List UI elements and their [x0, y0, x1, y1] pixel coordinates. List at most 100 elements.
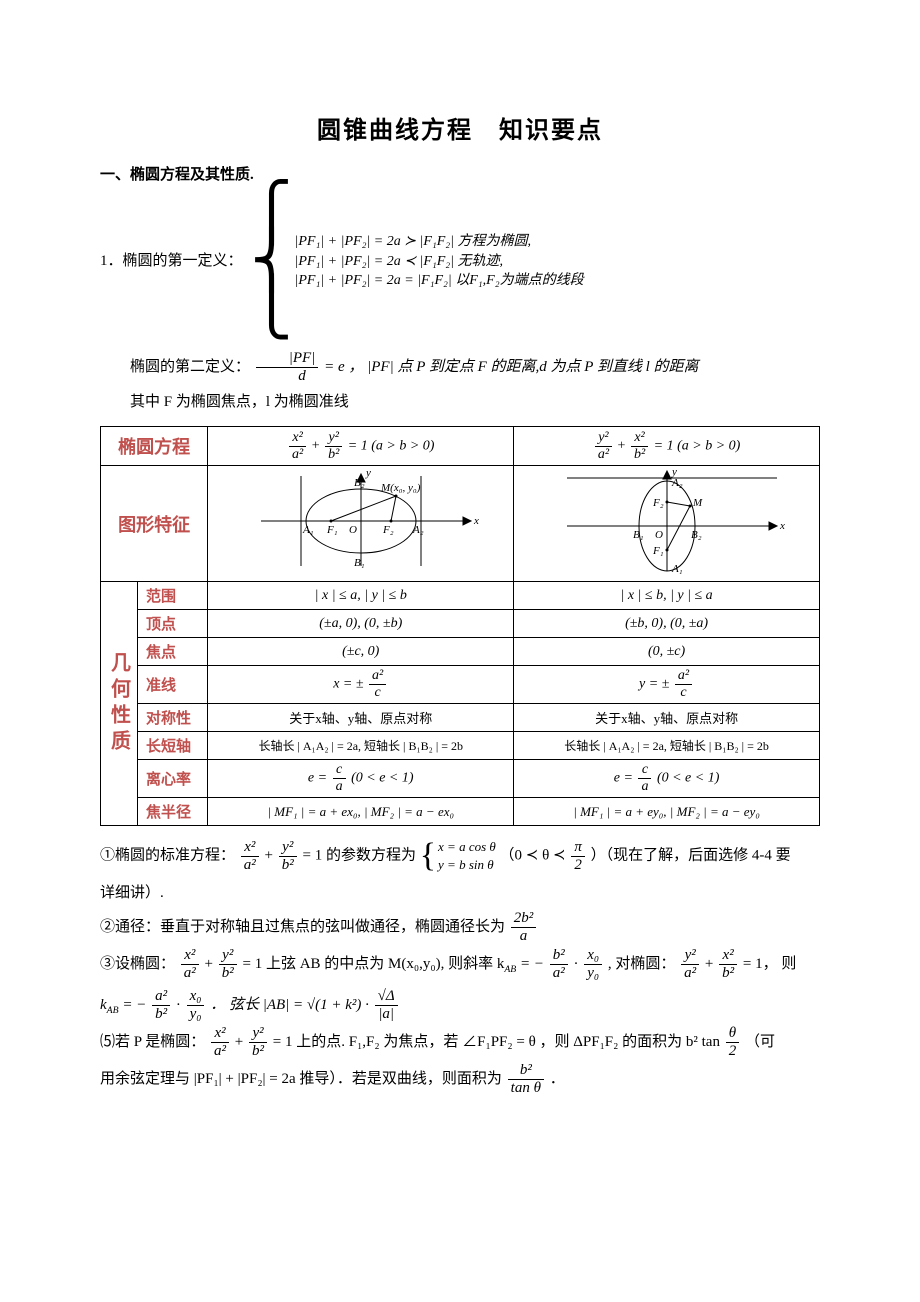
cell-focus-1: (±c, 0): [208, 638, 514, 666]
svg-text:M: M: [692, 497, 703, 509]
cell-ecc-1: e = ca (0 < e < 1): [208, 760, 514, 798]
cell-vertex-1: (±a, 0), (0, ±b): [208, 610, 514, 638]
note-6-suffix: ．: [550, 1071, 565, 1087]
note-6: 用余弦定理与 |PF₁| + |PF₂| = 2a 推导）．若是双曲线，则面积为…: [100, 1063, 820, 1096]
svg-text:B₁: B₁: [633, 529, 644, 541]
note-3-mid: = 1 上弦 AB 的中点为 M(x₀,y₀), 则斜率 k: [242, 956, 504, 972]
note-3b: kAB = − a²b² · x₀y₀ ． 弦长 |AB| = √(1 + k²…: [100, 989, 820, 1022]
note-2-prefix: ②通径：垂直于对称轴且过焦点的弦叫做通径，椭圆通径长为: [100, 919, 505, 935]
def2-suffix: |PF| 点 P 到定点 F 的距离,d 为点 P 到直线 l 的距离: [367, 359, 698, 375]
def1-case-1: |PF₁| + |PF₂| = 2a ≻ |F₁F₂| 方程为椭圆,: [295, 232, 584, 252]
svg-text:F₁: F₁: [652, 545, 664, 557]
document-page: 圆锥曲线方程 知识要点 一、椭圆方程及其性质. 1．椭圆的第一定义： ⎧⎨⎩ |…: [0, 0, 920, 1302]
cell-symmetry-1: 关于x轴、y轴、原点对称: [208, 704, 514, 732]
brace-icon: {: [420, 842, 436, 871]
svg-text:O: O: [655, 529, 663, 541]
note-3-prefix: ③设椭圆：: [100, 956, 175, 972]
note-1-line-2: 详细讲）.: [100, 879, 820, 908]
note-2: ②通径：垂直于对称轴且过焦点的弦叫做通径，椭圆通径长为 2b²a: [100, 911, 820, 944]
cell-focus-2: (0, ±c): [514, 638, 820, 666]
table-row-equation: 椭圆方程 x²a² + y²b² = 1 (a > b > 0) y²a² + …: [101, 427, 820, 466]
svg-text:B₂: B₂: [691, 529, 702, 541]
definition-1-cases: |PF₁| + |PF₂| = 2a ≻ |F₁F₂| 方程为椭圆, |PF₁|…: [295, 232, 584, 291]
cell-ecc-2: e = ca (0 < e < 1): [514, 760, 820, 798]
note-6-prefix: 用余弦定理与 |PF₁| + |PF₂| = 2a 推导）．若是双曲线，则面积为: [100, 1071, 502, 1087]
note-3-tail: , 对椭圆：: [608, 956, 676, 972]
cell-fr-1: | MF₁ | = a + ex₀, | MF₂ | = a − ex₀: [208, 798, 514, 826]
def2-frac-num: |PF|: [256, 351, 319, 368]
ellipse-comparison-table: 椭圆方程 x²a² + y²b² = 1 (a > b > 0) y²a² + …: [100, 426, 820, 826]
svg-text:A₁: A₁: [671, 563, 683, 575]
eq-col2: y²a² + x²b² = 1 (a > b > 0): [514, 427, 820, 466]
brace-icon: ⎧⎨⎩: [251, 190, 293, 333]
row-header-geometry: 几何性质: [101, 582, 138, 826]
row-label-eccentricity: 离心率: [138, 760, 208, 798]
table-row: 离心率 e = ca (0 < e < 1) e = ca (0 < e < 1…: [101, 760, 820, 798]
table-row: 焦半径 | MF₁ | = a + ex₀, | MF₂ | = a − ex₀…: [101, 798, 820, 826]
note-1-cond: （0 ≺ θ ≺: [500, 848, 570, 864]
eq-col1: x²a² + y²b² = 1 (a > b > 0): [208, 427, 514, 466]
table-row: 焦点 (±c, 0) (0, ±c): [101, 638, 820, 666]
cell-symmetry-2: 关于x轴、y轴、原点对称: [514, 704, 820, 732]
table-row: 几何性质 范围 | x | ≤ a, | y | ≤ b | x | ≤ b, …: [101, 582, 820, 610]
cell-directrix-1: x = ± a²c: [208, 666, 514, 704]
table-row: 顶点 (±a, 0), (0, ±b) (±b, 0), (0, ±a): [101, 610, 820, 638]
diagram-horizontal-ellipse: x y O A₁ A₂ B₂ B₁ F₁ F₂ M(x₀, y₀): [208, 466, 514, 582]
section-1-heading: 一、椭圆方程及其性质.: [100, 163, 820, 184]
definition-1-label: 1．椭圆的第一定义：: [100, 247, 243, 276]
svg-text:O: O: [349, 524, 357, 536]
table-row: 准线 x = ± a²c y = ± a²c: [101, 666, 820, 704]
note-3b-eq: = −: [122, 997, 146, 1013]
def1-case-3: |PF₁| + |PF₂| = 2a = |F₁F₂| 以F₁,F₂为端点的线段: [295, 271, 584, 291]
def1-case-2: |PF₁| + |PF₂| = 2a ≺ |F₁F₂| 无轨迹,: [295, 252, 584, 272]
param-eq-2: y = b sin θ: [438, 856, 496, 874]
svg-text:B₂: B₂: [354, 477, 365, 489]
row-label-axes: 长短轴: [138, 732, 208, 760]
note-3-tail2: = 1， 则: [743, 956, 796, 972]
note-5-mid: = 1 上的点. F₁,F₂ 为焦点，若 ∠F₁PF₂ = θ ，则 ΔPF₁F…: [273, 1034, 720, 1050]
svg-text:A₁: A₁: [302, 524, 314, 536]
row-label-vertex: 顶点: [138, 610, 208, 638]
table-row: 长短轴 长轴长 | A₁A₂ | = 2a, 短轴长 | B₁B₂ | = 2b…: [101, 732, 820, 760]
cell-axes-1: 长轴长 | A₁A₂ | = 2a, 短轴长 | B₁B₂ | = 2b: [208, 732, 514, 760]
row-label-directrix: 准线: [138, 666, 208, 704]
svg-text:y: y: [365, 467, 371, 479]
svg-text:F₂: F₂: [382, 524, 394, 536]
note-3b-mid: ． 弦长 |AB| = √(1 + k²) ·: [210, 997, 369, 1013]
note-1: ①椭圆的标准方程： x²a² + y²b² = 1 的参数方程为 { x = a…: [100, 838, 820, 874]
def2-frac-den: d: [256, 368, 319, 384]
diagram-vertical-ellipse: x y O B₁ B₂ A₂ A₁ F₂ F₁ M: [514, 466, 820, 582]
cell-directrix-2: y = ± a²c: [514, 666, 820, 704]
cell-vertex-2: (±b, 0), (0, ±a): [514, 610, 820, 638]
svg-text:M(x₀, y₀): M(x₀, y₀): [380, 482, 421, 494]
page-title: 圆锥曲线方程 知识要点: [100, 110, 820, 145]
table-row-figure: 图形特征 x y: [101, 466, 820, 582]
svg-text:F₁: F₁: [326, 524, 338, 536]
cell-range-1: | x | ≤ a, | y | ≤ b: [208, 582, 514, 610]
note-1-suffix: ）（现在了解，后面选修 4-4 要: [591, 848, 791, 864]
row-header-equation: 椭圆方程: [101, 427, 208, 466]
definition-2-line-1: 椭圆的第二定义： |PF| d = e ， |PF| 点 P 到定点 F 的距离…: [100, 351, 820, 384]
note-1-mid: = 1 的参数方程为: [302, 848, 415, 864]
note-5-prefix: ⑸若 P 是椭圆：: [100, 1034, 205, 1050]
definition-2-line-2: 其中 F 为椭圆焦点，l 为椭圆准线: [100, 388, 820, 417]
svg-text:A₂: A₂: [671, 477, 683, 489]
svg-text:A₂: A₂: [412, 524, 424, 536]
row-label-range: 范围: [138, 582, 208, 610]
cell-axes-2: 长轴长 | A₁A₂ | = 2a, 短轴长 | B₁B₂ | = 2b: [514, 732, 820, 760]
svg-text:B₁: B₁: [354, 557, 365, 569]
svg-text:x: x: [779, 520, 785, 532]
note-5: ⑸若 P 是椭圆： x²a² + y²b² = 1 上的点. F₁,F₂ 为焦点…: [100, 1026, 820, 1059]
cell-range-2: | x | ≤ b, | y | ≤ a: [514, 582, 820, 610]
definition-1: 1．椭圆的第一定义： ⎧⎨⎩ |PF₁| + |PF₂| = 2a ≻ |F₁F…: [100, 190, 820, 333]
table-row: 对称性 关于x轴、y轴、原点对称 关于x轴、y轴、原点对称: [101, 704, 820, 732]
def2-rhs: = e ，: [324, 359, 363, 375]
row-label-symmetry: 对称性: [138, 704, 208, 732]
row-label-focus: 焦点: [138, 638, 208, 666]
note-3-eq: = −: [520, 956, 544, 972]
note-3: ③设椭圆： x²a² + y²b² = 1 上弦 AB 的中点为 M(x₀,y₀…: [100, 948, 820, 981]
note-5-suffix: （可: [745, 1034, 775, 1050]
row-header-figure: 图形特征: [101, 466, 208, 582]
def2-prefix: 椭圆的第二定义：: [130, 359, 250, 375]
note-1-prefix: ①椭圆的标准方程：: [100, 848, 235, 864]
